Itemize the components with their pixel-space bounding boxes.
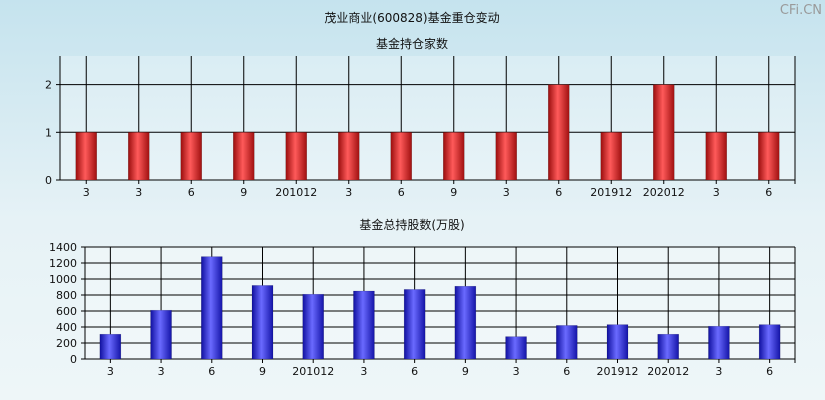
chart2-title: 基金总持股数(万股) (359, 217, 464, 232)
shares-xtick-label: 201912 (597, 365, 639, 378)
shares-ytick-label: 400 (56, 321, 77, 334)
shares-xtick-label: 3 (360, 365, 367, 378)
count-bar (285, 132, 307, 181)
count-xtick-label: 6 (765, 186, 772, 199)
count-plot-area (60, 56, 795, 180)
shares-ytick-label: 1400 (49, 241, 77, 254)
shares-ytick-label: 1200 (49, 257, 77, 270)
count-xtick-label: 6 (398, 186, 405, 199)
count-xtick-label: 3 (135, 186, 142, 199)
shares-xtick-label: 6 (411, 365, 418, 378)
count-bar (495, 132, 517, 181)
count-bar (758, 132, 780, 181)
count-bar (233, 132, 255, 181)
shares-bar (302, 293, 324, 360)
count-xtick-label: 3 (83, 186, 90, 199)
shares-bar (556, 325, 578, 360)
shares-ytick-label: 1000 (49, 273, 77, 286)
count-ytick-label: 0 (45, 174, 52, 187)
count-bar (338, 132, 360, 181)
shares-bar (99, 333, 122, 360)
watermark: CFi.CN (780, 3, 822, 18)
shares-xtick-label: 202012 (647, 365, 689, 378)
count-xtick-label: 3 (345, 186, 352, 199)
shares-bar (201, 256, 223, 360)
shares-xtick-label: 9 (462, 365, 469, 378)
shares-bar (758, 324, 781, 360)
count-bar (600, 132, 622, 181)
fund-count-chart: 0 1 2 3 3 6 9 201012 3 6 9 3 6 201912 202012 3 6 (45, 56, 796, 199)
shares-bar (251, 285, 274, 360)
shares-xtick-label: 3 (107, 365, 114, 378)
shares-xtick-label: 3 (158, 365, 165, 378)
page-title: 茂业商业(600828)基金重仓变动 (324, 10, 499, 25)
shares-bar (353, 290, 375, 360)
count-bar (653, 84, 675, 181)
count-xtick-label: 9 (240, 186, 247, 199)
shares-ytick-label: 200 (56, 337, 77, 350)
count-xtick-label: 201012 (275, 186, 317, 199)
count-ytick-label: 1 (45, 126, 52, 139)
shares-ytick-label: 600 (56, 305, 77, 318)
total-shares-chart: 0 200 400 600 800 1000 1200 1400 3 3 6 9 201012 3 6 9 3 6… (49, 241, 796, 378)
shares-bar (708, 325, 730, 360)
count-xtick-label: 202012 (643, 186, 685, 199)
count-xtick-label: 6 (555, 186, 562, 199)
shares-bar (150, 309, 172, 360)
shares-xtick-label: 201012 (292, 365, 334, 378)
shares-xtick-label: 6 (208, 365, 215, 378)
count-bar (390, 132, 412, 181)
count-bar (180, 132, 202, 181)
count-bar (705, 132, 727, 181)
count-xtick-label: 3 (503, 186, 510, 199)
count-bar (548, 84, 570, 181)
shares-xtick-label: 9 (259, 365, 266, 378)
count-xtick-label: 6 (188, 186, 195, 199)
shares-bar (657, 333, 679, 360)
count-bar (128, 132, 150, 181)
shares-xtick-label: 6 (563, 365, 570, 378)
shares-bar (454, 285, 477, 360)
shares-bar (505, 336, 527, 360)
count-bar (443, 132, 465, 181)
chart1-title: 基金持仓家数 (376, 36, 448, 51)
shares-ytick-label: 0 (70, 353, 77, 366)
count-xtick-label: 201912 (590, 186, 632, 199)
count-xtick-label: 3 (713, 186, 720, 199)
shares-ytick-label: 800 (56, 289, 77, 302)
count-xtick-label: 9 (450, 186, 457, 199)
shares-xtick-label: 6 (766, 365, 773, 378)
shares-xtick-label: 3 (513, 365, 520, 378)
count-ytick-label: 2 (45, 79, 52, 92)
count-bar (75, 132, 97, 181)
shares-xtick-label: 3 (715, 365, 722, 378)
shares-bar (403, 289, 426, 360)
shares-bar (606, 324, 629, 360)
shares-plot-area (85, 247, 795, 359)
